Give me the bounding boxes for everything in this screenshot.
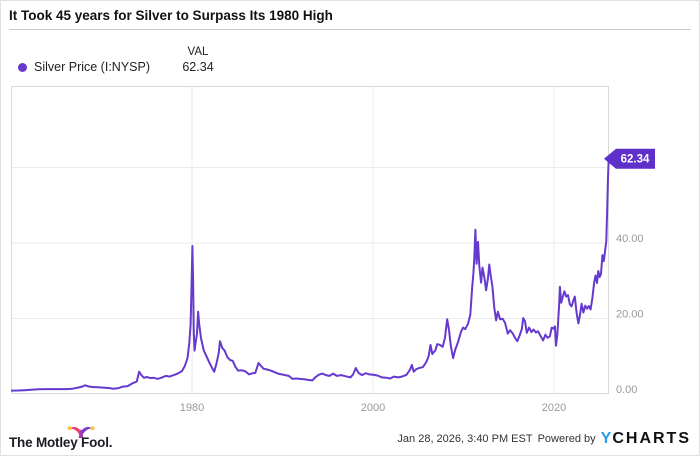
legend-val-column-header: VAL [187, 46, 209, 58]
svg-text:0.00: 0.00 [616, 384, 637, 396]
ycharts-wordmark: CHARTS [612, 430, 691, 447]
svg-text:40.00: 40.00 [616, 233, 644, 245]
chart-header: It Took 45 years for Silver to Surpass I… [9, 1, 691, 30]
ycharts-y-mark: Y [600, 430, 612, 447]
powered-by-label: Powered by [537, 433, 596, 445]
svg-text:2020: 2020 [542, 402, 566, 414]
svg-text:2000: 2000 [361, 402, 385, 414]
chart-title: It Took 45 years for Silver to Surpass I… [9, 8, 333, 23]
legend-series-label: Silver Price (I:NYSP) [34, 60, 150, 74]
legend-series-dot-icon [18, 63, 27, 72]
jester-hat-icon [67, 426, 95, 438]
svg-text:1980: 1980 [180, 402, 204, 414]
current-value-badge [604, 148, 655, 169]
current-value-badge-text: 62.34 [621, 154, 650, 166]
chart-timestamp: Jan 28, 2026, 3:40 PM EST [397, 433, 533, 445]
svg-text:20.00: 20.00 [616, 309, 644, 321]
motley-fool-wordmark: The Motley Fool. [9, 435, 113, 450]
footer-attribution: Jan 28, 2026, 3:40 PM EST Powered by Y CH… [397, 430, 691, 448]
price-line-chart: 0.00 20.00 40.00 1980 2000 2020 62.34 [11, 86, 655, 414]
motley-fool-logo[interactable]: The Motley Fool. [9, 424, 119, 452]
legend-val-value: 62.34 [182, 60, 214, 74]
ycharts-logo[interactable]: Y CHARTS [601, 430, 691, 448]
